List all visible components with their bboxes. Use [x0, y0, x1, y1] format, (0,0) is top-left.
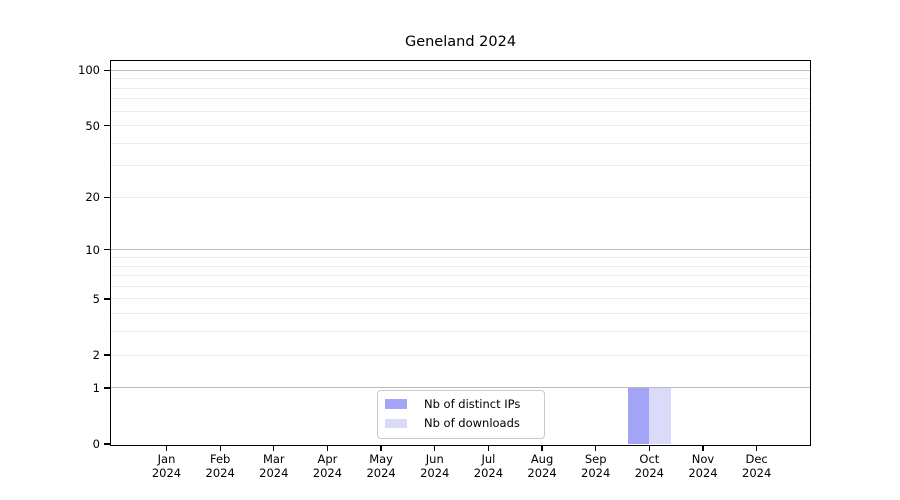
- x-tick-label: Apr 2024: [312, 452, 343, 480]
- minor-gridline: [111, 298, 810, 300]
- minor-gridline: [111, 313, 810, 315]
- y-tick: [104, 249, 111, 251]
- x-tick: [487, 444, 490, 451]
- x-tick: [273, 444, 275, 451]
- x-tick: [595, 444, 597, 451]
- minor-gridline: [111, 87, 810, 89]
- bar-distinct-ips: [627, 387, 650, 444]
- x-tick-label: Oct 2024: [634, 452, 664, 480]
- y-tick: [104, 69, 111, 71]
- y-tick: [104, 443, 111, 445]
- x-tick: [434, 444, 436, 451]
- x-tick-label: Dec 2024: [742, 452, 772, 480]
- minor-gridline: [111, 331, 810, 333]
- y-tick-label: 20: [85, 190, 100, 205]
- minor-gridline: [111, 285, 810, 287]
- x-tick: [165, 444, 168, 451]
- major-gridline: [111, 69, 810, 71]
- y-tick-label: 50: [85, 118, 100, 133]
- legend-label-downloads: Nb of downloads: [424, 416, 520, 431]
- legend: Nb of distinct IPs Nb of downloads: [377, 389, 545, 439]
- y-tick-label: 100: [78, 63, 100, 78]
- legend-item-downloads: Nb of downloads: [385, 414, 536, 434]
- y-tick: [104, 298, 111, 300]
- x-tick: [702, 444, 704, 451]
- y-tick: [104, 124, 111, 127]
- y-tick-label: 0: [92, 437, 100, 451]
- x-tick-label: Feb 2024: [205, 452, 235, 480]
- minor-gridline: [111, 354, 810, 356]
- x-tick-label: Jun 2024: [420, 452, 450, 480]
- x-tick: [648, 444, 650, 451]
- x-tick: [326, 444, 329, 451]
- y-tick: [104, 354, 111, 356]
- x-tick-label: Jul 2024: [473, 452, 504, 480]
- y-tick: [104, 196, 111, 199]
- minor-gridline: [111, 196, 810, 198]
- major-gridline: [111, 249, 810, 251]
- minor-gridline: [111, 110, 810, 112]
- minor-gridline: [111, 265, 810, 267]
- chart-title: Geneland 2024: [404, 34, 517, 50]
- x-tick-label: Mar 2024: [259, 452, 289, 480]
- x-tick: [756, 444, 758, 451]
- legend-swatch-distinct-ips: [385, 399, 407, 409]
- y-tick-label: 5: [92, 291, 100, 306]
- y-tick: [104, 387, 111, 389]
- major-gridline: [111, 387, 810, 389]
- legend-label-distinct-ips: Nb of distinct IPs: [424, 396, 521, 411]
- x-tick-label: Sep 2024: [581, 452, 611, 480]
- y-tick-label: 10: [85, 242, 100, 257]
- x-tick: [541, 444, 543, 451]
- minor-gridline: [111, 165, 810, 167]
- x-tick-label: May 2024: [366, 452, 396, 480]
- minor-gridline: [111, 275, 810, 277]
- bar-downloads: [649, 387, 671, 444]
- minor-gridline: [111, 78, 810, 80]
- x-tick: [380, 444, 382, 451]
- minor-gridline: [111, 257, 810, 259]
- legend-item-distinct-ips: Nb of distinct IPs: [385, 394, 536, 414]
- legend-swatch-downloads: [385, 418, 407, 428]
- x-tick: [219, 444, 221, 451]
- x-tick-label: Jan 2024: [151, 452, 182, 480]
- y-tick-label: 1: [92, 380, 100, 395]
- minor-gridline: [111, 125, 810, 127]
- minor-gridline: [111, 142, 810, 144]
- minor-gridline: [111, 98, 810, 100]
- x-tick-label: Nov 2024: [688, 452, 718, 480]
- x-tick-label: Aug 2024: [527, 452, 557, 480]
- y-tick-label: 2: [92, 348, 100, 363]
